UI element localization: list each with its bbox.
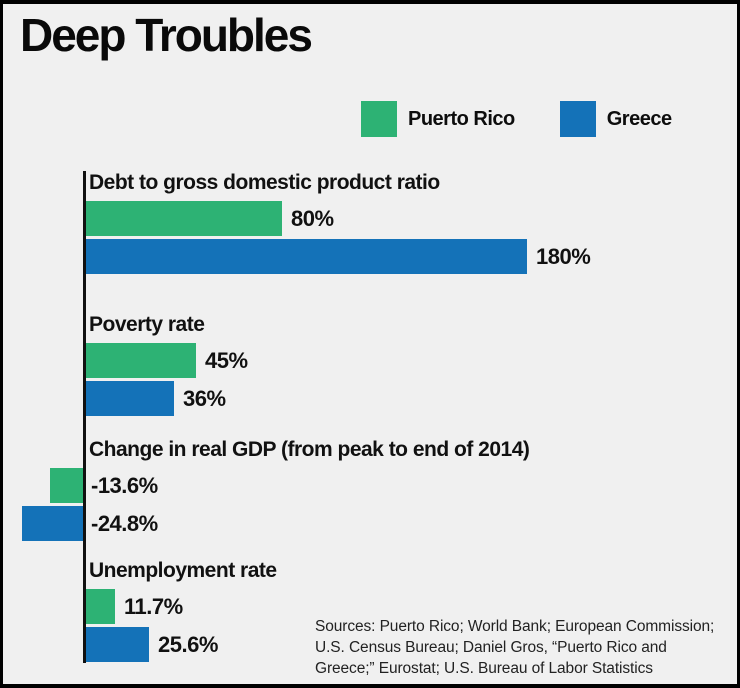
legend-swatch-puerto-rico (361, 101, 397, 137)
axis-baseline (83, 171, 86, 663)
category-label: Change in real GDP (from peak to end of … (89, 438, 530, 461)
value-label: 25.6% (158, 632, 218, 657)
source-line: U.S. Census Bureau; Daniel Gros, “Puerto… (315, 639, 667, 656)
bar-chart: Debt to gross domestic product ratio 80% 1… (3, 4, 737, 684)
value-label: -13.6% (91, 473, 158, 498)
category-label: Poverty rate (89, 313, 205, 336)
bar-greece (22, 506, 83, 541)
source-line: Sources: Puerto Rico; World Bank; Europe… (315, 618, 715, 635)
category-label: Debt to gross domestic product ratio (89, 171, 440, 194)
legend-label: Greece (606, 107, 672, 130)
legend: Puerto Rico Greece (361, 101, 672, 137)
value-label: 36% (183, 386, 226, 411)
bar-puerto-rico (50, 468, 83, 503)
source-note: Sources: Puerto Rico; World Bank; Europe… (315, 616, 714, 679)
value-label: 80% (291, 206, 334, 231)
legend-label: Puerto Rico (408, 107, 515, 130)
value-label: 180% (536, 244, 591, 269)
legend-item-puerto-rico: Puerto Rico (361, 101, 515, 137)
bar-greece (86, 239, 527, 274)
bar-puerto-rico (86, 589, 115, 624)
bar-greece (86, 627, 149, 662)
legend-swatch-greece (559, 101, 596, 137)
bar-greece (86, 381, 174, 416)
value-label: -24.8% (91, 511, 158, 536)
source-line: Greece;” Eurostat; U.S. Bureau of Labor … (315, 660, 653, 677)
value-label: 45% (205, 348, 248, 373)
category-label: Unemployment rate (89, 559, 277, 582)
bar-puerto-rico (86, 343, 196, 378)
bar-puerto-rico (86, 201, 282, 236)
value-label: 11.7% (124, 594, 183, 619)
legend-item-greece: Greece (559, 101, 672, 137)
chart-title: Deep Troubles (20, 9, 313, 61)
